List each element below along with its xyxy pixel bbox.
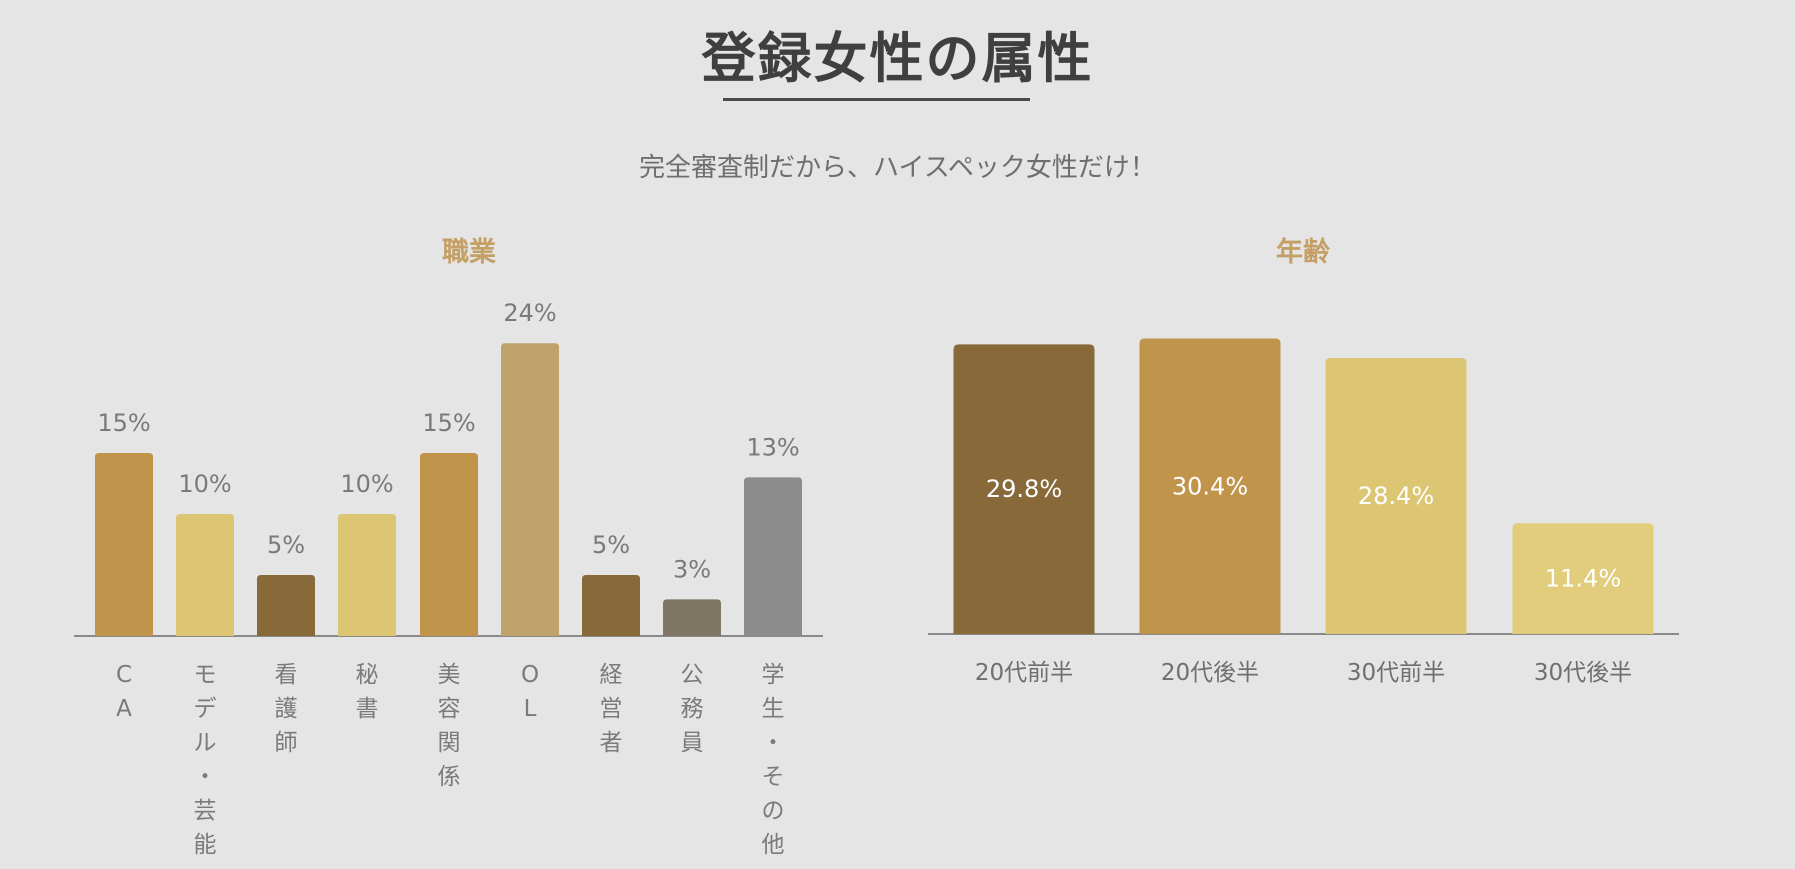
occupation-value-label: 15% — [97, 409, 150, 437]
occupation-value-label: 10% — [178, 470, 231, 498]
occupation-category-label: モデル・芸能 — [194, 662, 217, 858]
age-bar — [1139, 338, 1281, 634]
occupation-bar — [663, 599, 721, 636]
occupation-bar — [420, 453, 478, 636]
occupation-value-label: 5% — [592, 531, 630, 559]
occupation-value-label: 13% — [746, 433, 799, 461]
title-underline — [723, 98, 1030, 101]
occupation-bar — [176, 514, 234, 636]
occupation-bar — [582, 575, 640, 636]
age-value-label: 28.4% — [1358, 482, 1434, 510]
age-category-label: 30代前半 — [1347, 660, 1445, 686]
occupation-value-label: 24% — [503, 299, 556, 327]
occupation-category-label: 公務員 — [681, 662, 704, 756]
occupation-bar — [257, 575, 315, 636]
age-category-label: 30代後半 — [1534, 660, 1632, 686]
page-title: 登録女性の属性 — [701, 27, 1094, 90]
occupation-value-label: 3% — [673, 555, 711, 583]
occupation-category-label: 経営者 — [600, 662, 623, 756]
age-value-label: 30.4% — [1172, 472, 1248, 500]
occupation-category-label: 秘書 — [356, 662, 379, 722]
age-value-label: 29.8% — [986, 475, 1062, 503]
occupation-chart-title: 職業 — [442, 237, 496, 268]
age-bar — [1512, 523, 1654, 634]
occupation-bar — [95, 453, 153, 636]
age-value-label: 11.4% — [1545, 565, 1621, 593]
occupation-category-label: 学生・その他 — [762, 662, 785, 858]
occupation-bar — [501, 343, 559, 636]
occupation-value-label: 15% — [422, 409, 475, 437]
age-bar — [953, 344, 1095, 634]
page-subtitle: 完全審査制だから、ハイスペック女性だけ！ — [639, 153, 1156, 183]
age-bar — [1325, 357, 1467, 634]
age-category-label: 20代後半 — [1161, 660, 1259, 686]
occupation-value-label: 5% — [267, 531, 305, 559]
age-category-label: 20代前半 — [975, 660, 1073, 686]
age-chart-title: 年齢 — [1276, 237, 1330, 268]
occupation-bar — [338, 514, 396, 636]
occupation-category-label: 看護師 — [275, 662, 298, 756]
occupation-value-label: 10% — [340, 470, 393, 498]
occupation-bar — [744, 477, 802, 636]
occupation-category-label: 美容関係 — [438, 662, 461, 790]
